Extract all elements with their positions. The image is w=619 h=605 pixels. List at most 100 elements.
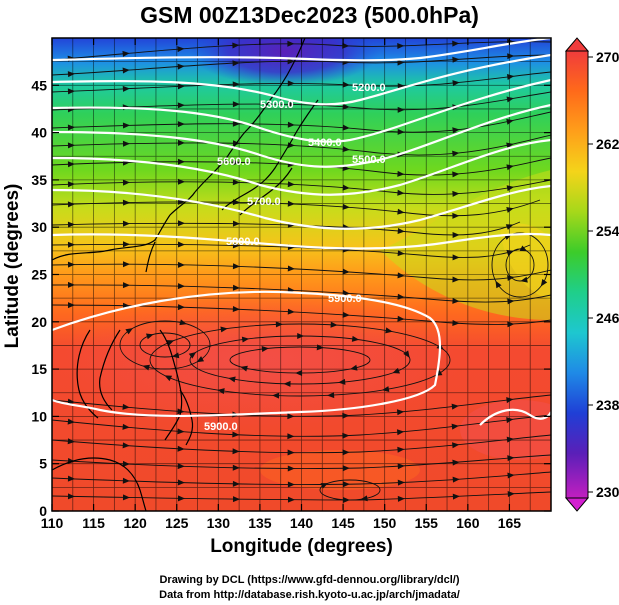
wind-arrow-marker [452, 40, 460, 47]
wind-arrow-marker [272, 392, 280, 399]
wind-arrow-marker [177, 46, 185, 53]
wind-arrow-marker [397, 208, 405, 215]
wind-arrow-marker [342, 481, 350, 488]
wind-arrow-marker [177, 102, 185, 109]
y-tick-label: 40 [31, 125, 47, 141]
wind-arrow-marker [188, 352, 197, 359]
wind-arrow-marker [342, 81, 350, 88]
wind-arrow-marker [397, 250, 405, 257]
y-tick-label: 30 [31, 219, 47, 235]
wind-arrow-marker [287, 265, 295, 272]
wind-arrow-marker [177, 139, 185, 146]
wind-arrow-marker [506, 417, 514, 424]
wind-arrow-marker [177, 304, 185, 311]
wind-arrow-marker [397, 43, 405, 50]
wind-arrow-marker [505, 224, 514, 230]
wind-arrow-marker [452, 297, 460, 304]
wind-arrow-marker [122, 423, 130, 430]
wind-arrow-marker [397, 446, 405, 453]
wind-arrow-marker [232, 306, 240, 313]
wind-arrow-marker [342, 432, 350, 439]
wind-arrow-marker [452, 80, 460, 87]
wind-arrow-marker [506, 207, 514, 213]
wind-arrow-marker [67, 438, 75, 445]
wind-arrow-marker [122, 477, 130, 484]
wind-arrow-marker [507, 472, 515, 479]
wind-arrow-marker [507, 321, 515, 328]
wind-arrow-marker [122, 220, 130, 227]
x-tick-label: 115 [82, 515, 105, 531]
wind-arrow-marker [506, 118, 514, 125]
wind-arrow-marker [275, 321, 283, 328]
wind-arrow-marker [452, 231, 460, 238]
wind-arrow-marker [396, 429, 405, 436]
wind-arrow-marker [287, 40, 295, 47]
wind-arrow-marker [397, 495, 405, 502]
wind-arrow-marker [122, 85, 130, 92]
x-tick-label: 125 [165, 515, 189, 531]
wind-arrow-marker [67, 418, 75, 425]
wind-arrow-marker [397, 83, 405, 90]
colorbar-top-arrow [564, 37, 590, 52]
y-axis-ticks: 0 5 10 15 20 25 30 35 40 45 [31, 77, 551, 519]
wind-arrow-marker [452, 442, 460, 449]
wind-arrow-marker [342, 146, 350, 153]
wind-arrow-marker [507, 455, 515, 462]
wind-arrow-marker [506, 142, 514, 149]
credit-drawing: Drawing by DCL (https://www.gfd-dennou.o… [159, 574, 460, 586]
wind-arrow-marker [342, 496, 350, 503]
wind-arrow-marker [295, 370, 303, 377]
wind-arrow-marker [122, 460, 130, 467]
wind-arrow-marker [240, 365, 248, 372]
wind-arrow-marker [67, 161, 75, 168]
x-axis-ticks: 110 115 120 125 130 135 140 145 150 155 160 165 [41, 38, 522, 531]
x-tick-label: 165 [498, 515, 522, 531]
wind-arrow-marker [506, 249, 514, 256]
wind-arrow-marker [520, 276, 528, 283]
y-tick-label: 20 [31, 314, 47, 330]
colorbar-tick-label: 230 [596, 484, 619, 500]
colorbar-gradient [565, 50, 589, 499]
wind-arrow-marker [177, 241, 185, 248]
wind-arrow-marker [506, 96, 514, 103]
wind-arrow-marker [122, 241, 130, 248]
wind-arrow-marker [342, 103, 350, 110]
wind-arrow-marker [122, 282, 130, 289]
wind-arrow-marker [122, 67, 130, 74]
wind-arrow-marker [177, 495, 185, 502]
wind-arrow-marker [67, 261, 75, 268]
y-tick-label: 35 [31, 172, 47, 188]
wind-arrow-marker [67, 142, 75, 149]
wind-arrow-marker [287, 58, 295, 65]
wind-arrow-marker [232, 448, 240, 455]
colorbar-bottom-arrow [564, 497, 590, 512]
wind-arrow-marker [452, 56, 460, 63]
wind-arrow-marker [67, 181, 75, 188]
wind-arrow-marker [67, 201, 75, 208]
wind-arrow-marker [232, 480, 240, 487]
wind-arrow-marker [178, 158, 185, 165]
wind-arrow-marker [232, 42, 240, 49]
wind-arrow-marker [232, 431, 240, 438]
y-tick-label: 15 [31, 361, 47, 377]
wind-arrow-marker [397, 463, 405, 470]
wind-arrow-marker [452, 254, 460, 261]
wind-arrow-marker [122, 122, 130, 129]
wind-arrow-marker [342, 412, 350, 419]
wind-arrow-marker [217, 388, 225, 395]
wind-arrow-marker [397, 227, 405, 234]
wind-arrow-marker [397, 315, 405, 322]
wind-arrow-marker [452, 150, 460, 157]
wind-arrow-marker [342, 449, 350, 456]
wind-arrow-marker [519, 245, 528, 252]
wind-arrow-marker [506, 185, 515, 192]
wind-arrow-marker [261, 346, 269, 352]
wind-arrow-marker [540, 279, 548, 287]
wind-arrow-marker [67, 221, 75, 228]
contour-label-5700: 5700.0 [247, 196, 281, 208]
x-tick-label: 150 [373, 515, 397, 531]
wind-arrow-marker [342, 465, 350, 472]
wind-arrow-marker [177, 220, 185, 227]
x-axis-label: Longitude (degrees) [210, 536, 393, 557]
